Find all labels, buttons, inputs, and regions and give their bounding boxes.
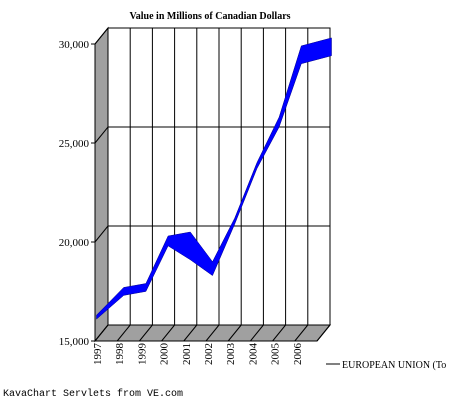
x-tick-label: 2004 <box>247 343 259 366</box>
x-tick-label: 2003 <box>225 343 237 366</box>
series-band <box>96 37 332 320</box>
chart-title: Value in Millions of Canadian Dollars <box>129 11 290 22</box>
gridline-floor <box>139 324 153 342</box>
y-tick-label: 20,000 <box>59 237 90 249</box>
y-tick-label: 25,000 <box>59 138 90 150</box>
x-tick-label: 1999 <box>136 343 148 366</box>
y-tick-label: 15,000 <box>59 336 90 348</box>
gridline-floor <box>205 324 220 342</box>
gridline-floor <box>183 324 198 342</box>
y-tick-label: 30,000 <box>59 39 90 51</box>
gridline-wall <box>94 225 109 243</box>
side-wall-face <box>94 26 109 343</box>
gridline-wall <box>94 324 109 342</box>
gridline-floor <box>316 324 331 342</box>
gridline-floor <box>294 324 309 342</box>
side-wall <box>94 26 109 343</box>
gridline-floor <box>116 324 131 342</box>
x-tick-label: 2001 <box>181 343 193 365</box>
x-tick-label: 2000 <box>159 343 171 366</box>
y-axis: 15,000 20,000 25,000 30,000 <box>59 39 95 348</box>
x-tick-label: 2006 <box>292 343 304 366</box>
x-tick-label: 1997 <box>92 343 104 366</box>
gridline-floor <box>227 324 242 342</box>
x-tick-label: 2005 <box>270 343 282 366</box>
gridline-floor <box>161 324 175 342</box>
gridline-floor <box>250 324 264 342</box>
gridline-wall <box>94 126 109 144</box>
x-tick-label: 2002 <box>203 343 215 365</box>
gridline-wall <box>94 27 109 45</box>
x-axis: 1997 1998 1999 2000 2001 2002 2003 2004 2005 2006 <box>92 343 304 366</box>
x-tick-label: 1998 <box>114 343 126 366</box>
gridline-floor <box>272 324 286 342</box>
series-band-0 <box>96 37 332 320</box>
legend-label: EUROPEAN UNION (To <box>342 360 446 371</box>
legend: EUROPEAN UNION (To <box>326 360 446 371</box>
footer-credit: KavaChart Servlets from VE.com <box>3 388 183 400</box>
